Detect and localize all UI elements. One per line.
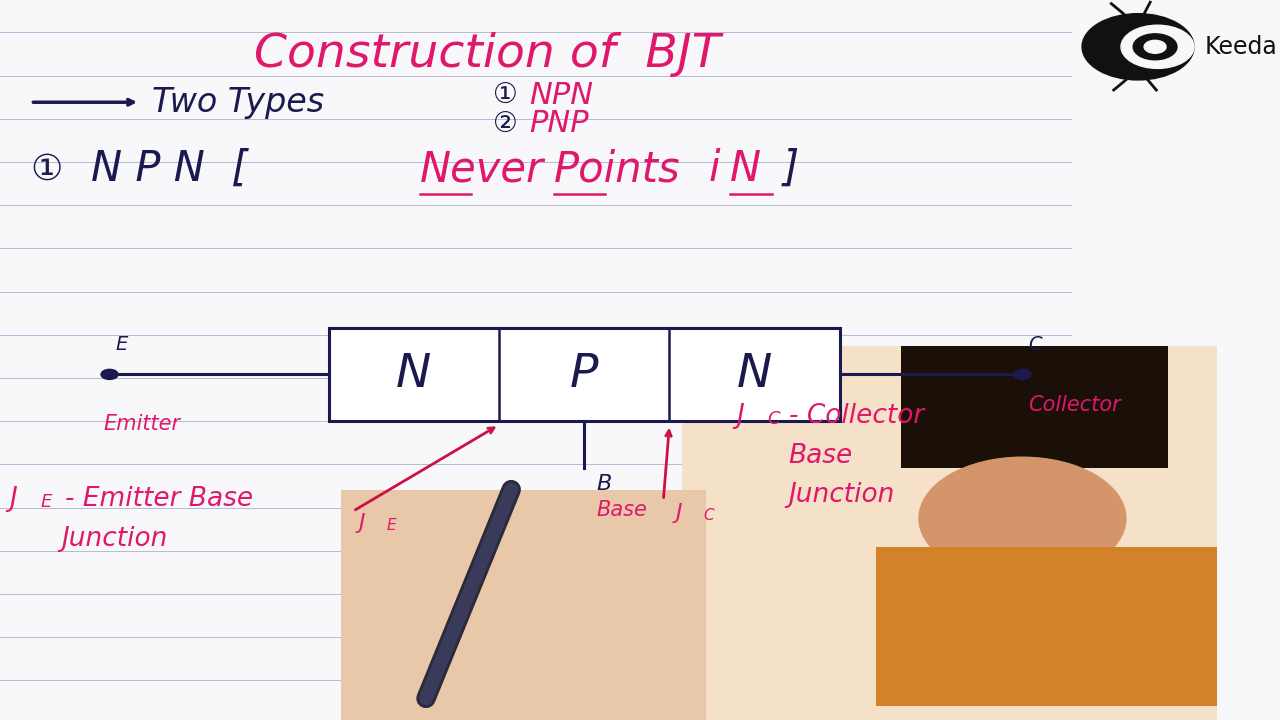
Bar (901, 346, 1169, 468)
Text: Construction of  BJT: Construction of BJT (253, 32, 721, 76)
Text: i: i (708, 148, 721, 190)
Text: Never: Never (420, 148, 544, 190)
Text: Junction: Junction (61, 526, 168, 552)
Text: E: E (115, 336, 128, 354)
Text: Points: Points (554, 148, 681, 190)
Text: ]: ] (782, 148, 799, 190)
Text: J: J (736, 403, 744, 429)
Text: E: E (40, 493, 51, 511)
Text: - Emitter Base: - Emitter Base (64, 486, 252, 512)
Circle shape (1133, 34, 1178, 60)
Text: N P N  [: N P N [ (91, 148, 248, 190)
Text: B: B (596, 474, 612, 494)
Text: C: C (704, 508, 714, 523)
Text: ①: ① (493, 81, 518, 109)
Bar (340, 490, 707, 720)
Text: J: J (676, 503, 682, 523)
Text: Two Types: Two Types (152, 86, 324, 119)
Text: N: N (396, 352, 431, 397)
Text: PNP: PNP (530, 109, 589, 138)
Bar (682, 346, 1217, 720)
Text: C: C (1029, 336, 1042, 354)
Text: ①: ① (31, 152, 63, 186)
Text: Base: Base (596, 500, 648, 521)
Bar (877, 547, 1217, 706)
Circle shape (1121, 25, 1194, 68)
Text: Collector: Collector (1029, 395, 1121, 415)
Text: Emitter: Emitter (104, 414, 180, 434)
Text: - Collector: - Collector (788, 403, 924, 429)
Text: Base: Base (788, 443, 852, 469)
Text: NPN: NPN (530, 81, 594, 109)
Text: ②: ② (493, 110, 518, 138)
Text: E: E (387, 518, 397, 534)
Circle shape (1082, 14, 1194, 80)
Text: J: J (360, 513, 366, 534)
Text: J: J (10, 486, 18, 512)
Circle shape (1144, 40, 1166, 53)
Text: P: P (570, 352, 599, 397)
Text: Keeda: Keeda (1204, 35, 1277, 59)
Bar (329, 328, 840, 421)
Circle shape (101, 369, 118, 379)
Circle shape (1014, 369, 1030, 379)
Text: N: N (731, 148, 762, 190)
Text: N: N (737, 352, 772, 397)
Text: Junction: Junction (788, 482, 895, 508)
Circle shape (919, 457, 1126, 580)
Text: C: C (767, 410, 780, 428)
